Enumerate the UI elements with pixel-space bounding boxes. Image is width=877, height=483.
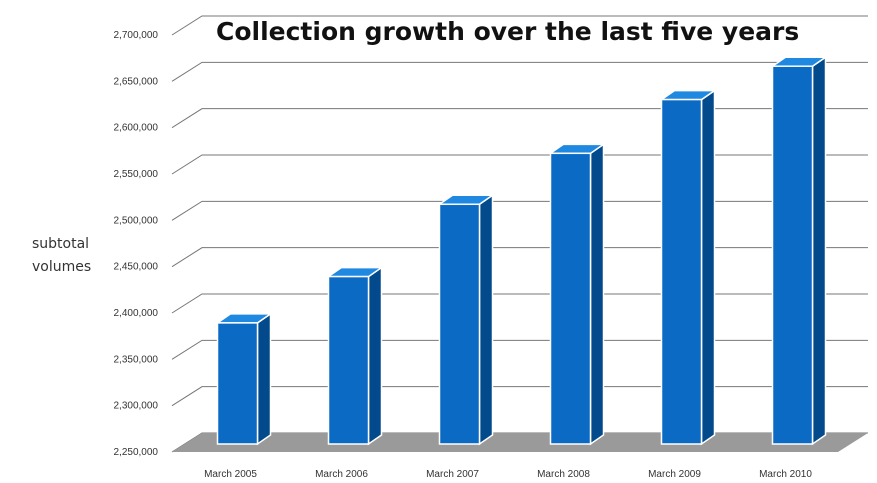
bars bbox=[215, 55, 828, 446]
y-axis-label-line-1: subtotal bbox=[32, 236, 89, 252]
y-tick-label: 2,700,000 bbox=[114, 30, 159, 41]
y-tick-label: 2,550,000 bbox=[114, 169, 159, 180]
bar bbox=[215, 312, 273, 446]
gridline bbox=[171, 15, 868, 36]
y-tick-label: 2,500,000 bbox=[114, 215, 159, 226]
bar-side bbox=[256, 312, 272, 446]
gridline bbox=[171, 339, 868, 360]
y-tick-label: 2,450,000 bbox=[114, 262, 159, 273]
bar bbox=[548, 142, 606, 446]
bar-side bbox=[589, 142, 605, 446]
y-tick-label: 2,350,000 bbox=[114, 354, 159, 365]
chart-floor bbox=[172, 433, 868, 452]
bar-front bbox=[438, 203, 481, 445]
x-tick-label: March 2008 bbox=[537, 469, 590, 480]
gridline bbox=[171, 200, 868, 221]
gridline bbox=[171, 293, 868, 314]
x-axis-ticks: March 2005 March 2006 March 2007 March 2008… bbox=[204, 469, 812, 480]
gridline bbox=[171, 386, 868, 407]
bar-front bbox=[771, 65, 814, 445]
y-axis-label-line-2: volumes bbox=[32, 259, 91, 275]
gridline bbox=[171, 154, 868, 175]
x-tick-label: March 2006 bbox=[315, 469, 368, 480]
bar bbox=[659, 89, 717, 446]
gridline bbox=[171, 61, 868, 82]
bar-front bbox=[549, 152, 592, 445]
bar-front bbox=[327, 275, 370, 445]
gridline bbox=[171, 108, 868, 129]
y-tick-label: 2,250,000 bbox=[114, 447, 159, 458]
x-tick-label: March 2005 bbox=[204, 469, 257, 480]
y-axis-ticks: 2,250,000 2,300,000 2,350,000 2,400,000 2,45… bbox=[114, 30, 159, 458]
bar-side bbox=[478, 193, 494, 446]
bar-front bbox=[216, 322, 259, 445]
y-tick-label: 2,300,000 bbox=[114, 401, 159, 412]
bar-side bbox=[811, 55, 827, 446]
y-tick-label: 2,400,000 bbox=[114, 308, 159, 319]
y-tick-label: 2,600,000 bbox=[114, 123, 159, 134]
x-tick-label: March 2009 bbox=[648, 469, 701, 480]
gridlines bbox=[171, 15, 868, 453]
x-tick-label: March 2010 bbox=[759, 469, 812, 480]
bar-side bbox=[367, 266, 383, 446]
y-tick-label: 2,650,000 bbox=[114, 76, 159, 87]
bar bbox=[770, 55, 828, 446]
bar-front bbox=[660, 98, 703, 445]
gridline bbox=[171, 247, 868, 268]
bar bbox=[326, 266, 384, 446]
chart-title: Collection growth over the last five yea… bbox=[216, 17, 799, 46]
bar bbox=[437, 193, 495, 446]
x-tick-label: March 2007 bbox=[426, 469, 479, 480]
bar-side bbox=[700, 89, 716, 446]
